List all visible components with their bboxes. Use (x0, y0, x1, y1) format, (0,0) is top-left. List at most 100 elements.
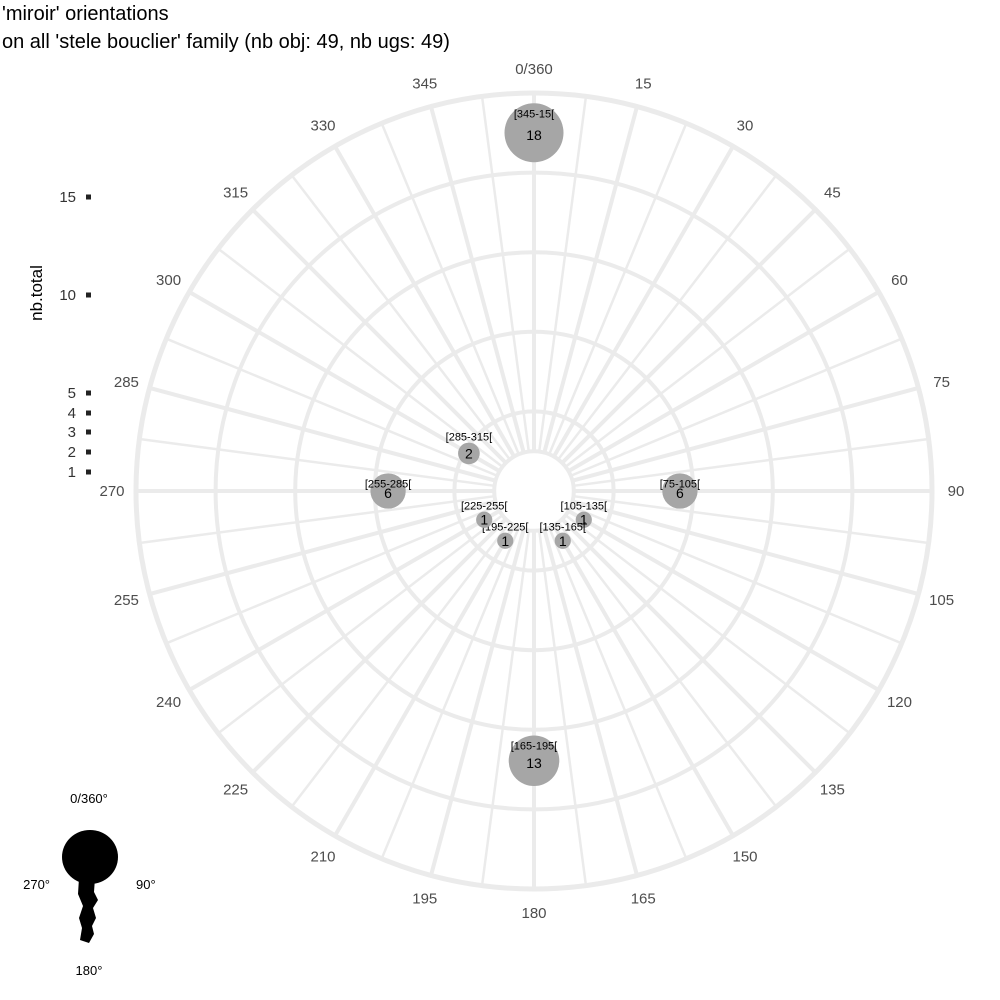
grid-spoke-minor (480, 96, 531, 452)
data-point (508, 735, 560, 787)
legend-value-label: 15 (59, 189, 76, 206)
legend-key (86, 390, 91, 396)
size-legend: 15 10 5 4 3 2 1 (59, 189, 91, 481)
grid-spoke-major (333, 524, 516, 837)
grid-spoke-major (552, 524, 735, 837)
stele-silhouette-icon (62, 830, 118, 943)
data-point (497, 532, 514, 549)
legend-key (86, 429, 91, 435)
point-range-label: [165-195[ (511, 740, 557, 752)
grid-spoke-minor (564, 514, 851, 735)
grid-spoke-minor (548, 527, 688, 860)
angle-tick-label: 270 (99, 483, 124, 500)
angle-tick-label: 210 (310, 848, 335, 865)
data-point (370, 473, 406, 509)
grid-spoke-major (251, 517, 508, 774)
chart-title: 'miroir' orientations (2, 3, 169, 25)
point-range-label: [255-285[ (365, 478, 411, 490)
chart-subtitle: on all 'stele bouclier' family (nb obj: … (2, 31, 450, 53)
point-range-label: [135-165[ (540, 522, 586, 534)
data-point (662, 473, 698, 509)
grid-spoke-minor (573, 437, 929, 488)
inset-top-label: 0/360° (70, 791, 108, 806)
grid-spoke-major (429, 106, 526, 454)
grid-spoke-minor (537, 530, 588, 886)
legend-key (86, 410, 91, 416)
point-range-label: [75-105[ (660, 478, 700, 490)
y-axis-label: nb.total (27, 265, 46, 321)
inset-bottom-label: 180° (76, 963, 103, 978)
grid-spoke-minor (165, 337, 498, 477)
legend-value-label: 10 (59, 287, 76, 304)
legend-value-label: 2 (68, 444, 76, 461)
inset-right-label: 90° (136, 877, 156, 892)
inset-left-label: 270° (23, 877, 50, 892)
legend-key (86, 449, 91, 455)
point-count-label: 6 (384, 485, 392, 501)
grid-spoke-major (251, 208, 508, 465)
grid-spoke-major (571, 386, 919, 483)
grid-spoke-major (560, 517, 817, 774)
angle-tick-label: 180 (521, 905, 546, 922)
point-range-label: [225-255[ (461, 501, 507, 513)
point-count-label: 2 (465, 445, 473, 461)
grid-spoke-major (188, 509, 501, 692)
grid-spoke-major (149, 499, 497, 596)
grid-spoke-minor (290, 174, 511, 461)
angle-tick-label: 330 (310, 118, 335, 135)
angle-tick-label: 105 (929, 592, 954, 609)
angle-tick-label: 90 (948, 483, 965, 500)
point-count-label: 6 (676, 485, 684, 501)
point-count-label: 1 (480, 512, 488, 528)
grid-spoke-minor (380, 122, 520, 455)
grid-spoke-major (542, 528, 639, 876)
grid-spoke-minor (537, 96, 588, 452)
angle-tick-label: 60 (891, 272, 908, 289)
grid-spoke-minor (573, 494, 929, 545)
angle-tick-label: 285 (114, 374, 139, 391)
angle-tick-label: 135 (820, 781, 845, 798)
angle-tick-label: 30 (737, 118, 754, 135)
angle-tick-labels: 0/36015304560759010512013515016518019521… (99, 61, 964, 922)
data-point (458, 442, 480, 465)
grid-spoke-major (429, 528, 526, 876)
grid-spoke-major (188, 290, 501, 473)
legend-value-label: 3 (68, 424, 76, 441)
angle-tick-label: 0/360 (515, 61, 553, 78)
grid-spoke-minor (548, 122, 688, 455)
grid-spoke-minor (165, 505, 498, 645)
legend-value-label: 4 (68, 405, 76, 422)
grid-spoke-minor (570, 505, 903, 645)
point-range-label: [345-15[ (514, 108, 554, 120)
data-point (575, 511, 592, 528)
data-points: [345-15[18[75-105[6[165-195[13[255-285[6… (365, 103, 700, 787)
grid-spoke-minor (564, 247, 851, 468)
data-point (504, 103, 564, 163)
angle-tick-label: 15 (635, 75, 652, 92)
orientation-inset: 0/360° 90° 180° 270° (23, 791, 156, 978)
grid-spoke-minor (557, 174, 778, 461)
grid-spoke-major (542, 106, 639, 454)
grid-circle (492, 449, 576, 533)
angle-tick-label: 255 (114, 592, 139, 609)
legend-key (86, 469, 91, 475)
point-range-label: [285-315[ (446, 432, 492, 444)
point-count-label: 1 (580, 512, 588, 528)
data-point (476, 511, 493, 528)
angle-tick-label: 315 (223, 185, 248, 202)
grid-spoke-major (567, 509, 880, 692)
grid-spoke-major (567, 290, 880, 473)
angle-tick-label: 225 (223, 781, 248, 798)
grid-spoke-minor (557, 521, 778, 808)
angle-tick-label: 75 (933, 374, 950, 391)
point-count-label: 1 (501, 533, 509, 549)
angle-tick-label: 300 (156, 272, 181, 289)
point-count-label: 13 (526, 755, 542, 771)
angle-tick-label: 45 (824, 185, 841, 202)
grid-spoke-minor (139, 437, 495, 488)
grid-spoke-minor (217, 247, 504, 468)
point-count-label: 18 (526, 127, 542, 143)
grid-spoke-minor (480, 530, 531, 886)
point-count-label: 1 (559, 533, 567, 549)
